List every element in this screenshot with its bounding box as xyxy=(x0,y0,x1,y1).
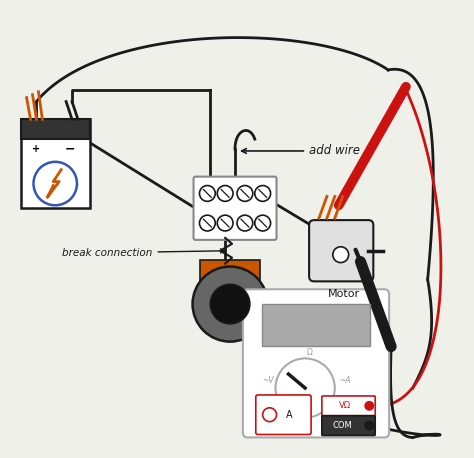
Circle shape xyxy=(217,215,233,231)
Text: Motor: Motor xyxy=(328,289,360,299)
Circle shape xyxy=(200,185,215,202)
Text: OFF: OFF xyxy=(299,423,312,429)
Bar xyxy=(201,260,260,281)
Circle shape xyxy=(237,185,253,202)
Circle shape xyxy=(34,162,77,205)
FancyBboxPatch shape xyxy=(322,396,375,416)
Bar xyxy=(262,304,370,346)
FancyBboxPatch shape xyxy=(256,395,311,435)
FancyBboxPatch shape xyxy=(309,220,374,281)
Text: +: + xyxy=(32,144,40,154)
Text: VΩ: VΩ xyxy=(338,401,351,410)
Text: add wire: add wire xyxy=(242,144,360,158)
Text: COM: COM xyxy=(333,421,353,430)
Text: Ω: Ω xyxy=(307,348,313,357)
Circle shape xyxy=(263,408,276,422)
Circle shape xyxy=(275,359,335,418)
Text: ~A: ~A xyxy=(339,376,350,385)
Circle shape xyxy=(210,284,250,324)
Bar xyxy=(21,120,90,208)
Circle shape xyxy=(237,215,253,231)
FancyBboxPatch shape xyxy=(193,177,276,240)
Text: A: A xyxy=(286,410,292,420)
Circle shape xyxy=(200,215,215,231)
Circle shape xyxy=(192,267,268,342)
Circle shape xyxy=(255,215,271,231)
Text: −V: −V xyxy=(262,401,273,410)
Bar xyxy=(21,120,90,139)
Circle shape xyxy=(255,185,271,202)
FancyBboxPatch shape xyxy=(243,289,389,437)
FancyBboxPatch shape xyxy=(322,416,375,436)
Circle shape xyxy=(217,185,233,202)
Text: ~V: ~V xyxy=(262,376,273,385)
Text: −: − xyxy=(65,142,75,155)
Circle shape xyxy=(365,401,374,411)
Circle shape xyxy=(365,420,374,431)
Text: −A: −A xyxy=(339,401,350,410)
Circle shape xyxy=(333,247,349,262)
Text: break connection: break connection xyxy=(62,248,225,258)
